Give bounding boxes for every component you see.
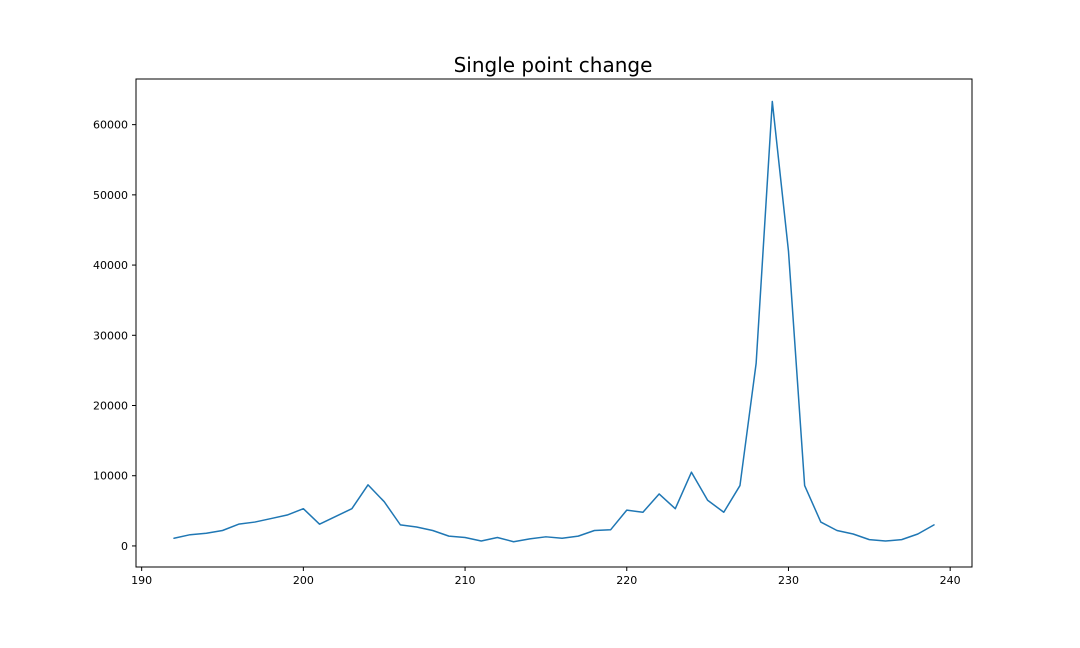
- chart-title: Single point change: [454, 53, 653, 77]
- plot-area: 190 200 210 220 230 240 0 10000 20000 30000 40000 5…: [93, 78, 973, 587]
- x-tick-label: 200: [293, 574, 314, 587]
- y-tick-label: 40000: [93, 259, 128, 272]
- y-tick-label: 30000: [93, 329, 128, 342]
- series-line: [173, 100, 935, 543]
- axes-frame: [135, 78, 973, 568]
- x-tick-label: 210: [455, 574, 476, 587]
- x-tick-label: 220: [616, 574, 637, 587]
- x-tick-label: 190: [131, 574, 152, 587]
- y-tick-label: 60000: [93, 119, 128, 132]
- x-tick-label: 240: [940, 574, 961, 587]
- y-tick-label: 20000: [93, 400, 128, 413]
- y-tick-label: 0: [121, 540, 128, 553]
- y-tick-label: 10000: [93, 470, 128, 483]
- x-tick-label: 230: [778, 574, 799, 587]
- y-tick-label: 50000: [93, 189, 128, 202]
